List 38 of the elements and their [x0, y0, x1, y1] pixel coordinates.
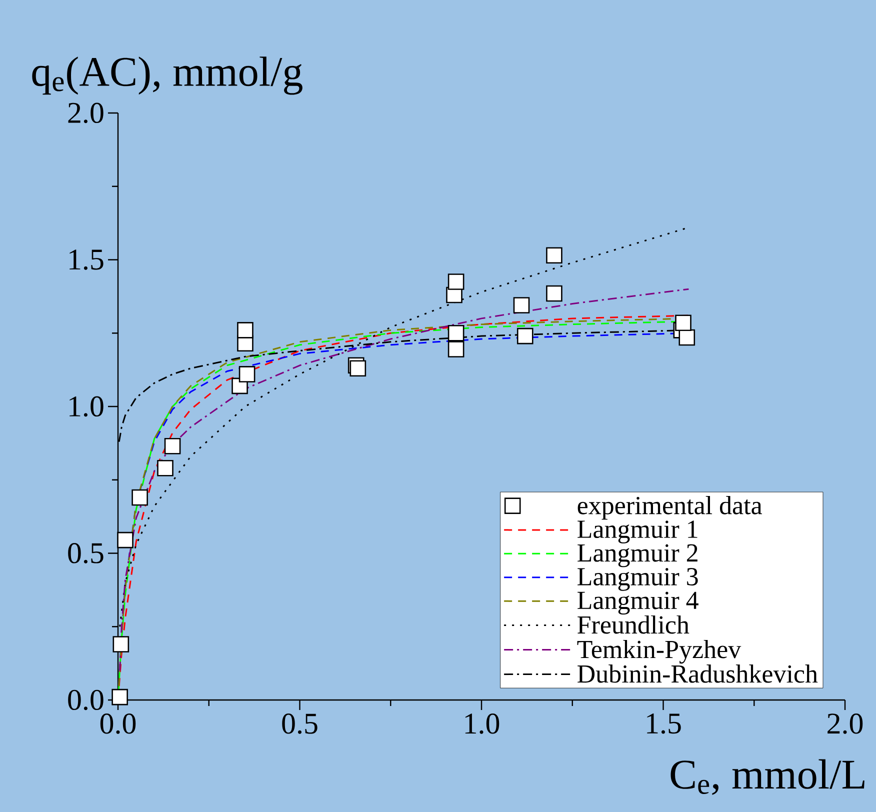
legend-label: Langmuir 3	[578, 568, 698, 591]
point	[157, 460, 174, 476]
point	[516, 328, 534, 344]
point	[117, 532, 134, 548]
point	[675, 314, 692, 331]
y-tick-label: 1.5	[70, 250, 104, 270]
x-tick-label: 1.5	[647, 714, 681, 734]
point	[164, 438, 181, 454]
x-tick-label: 1.0	[465, 714, 500, 734]
point	[238, 366, 256, 382]
point	[237, 322, 254, 338]
y-tick-label: 0.5	[68, 543, 104, 564]
point	[350, 360, 366, 376]
legend-label: Langmuir 2	[578, 544, 698, 568]
legend-label: Dubinin-Radushkevich	[578, 664, 818, 683]
point	[448, 274, 464, 290]
point	[546, 285, 562, 302]
y-axis-title: q$_{e}$(AC), mmol/g	[32, 56, 302, 95]
legend-label: Langmuir 1	[578, 520, 698, 544]
point	[546, 247, 562, 264]
x-axis-title: C$_{e}$, mmol/L	[670, 759, 864, 795]
y-tick-label: 0.0	[68, 690, 104, 710]
x-tick-label: 0.0	[100, 714, 136, 734]
point	[448, 324, 464, 342]
legend-label: Temkin-Pyzhev	[577, 640, 742, 664]
y-tick-label: 1.0	[70, 396, 104, 417]
point	[678, 329, 696, 346]
point	[132, 489, 148, 506]
legend-label: Langmuir 4	[578, 592, 698, 615]
y-tick-label: 2.0	[68, 102, 104, 124]
x-tick-label: 0.5	[282, 714, 318, 734]
point	[448, 341, 464, 358]
legend-label: experimental data	[578, 496, 762, 520]
x-tick-label: 2.0	[828, 714, 863, 734]
point	[513, 297, 530, 314]
point	[112, 636, 130, 652]
legend-label: Freundlich	[578, 615, 690, 634]
point	[112, 688, 128, 706]
